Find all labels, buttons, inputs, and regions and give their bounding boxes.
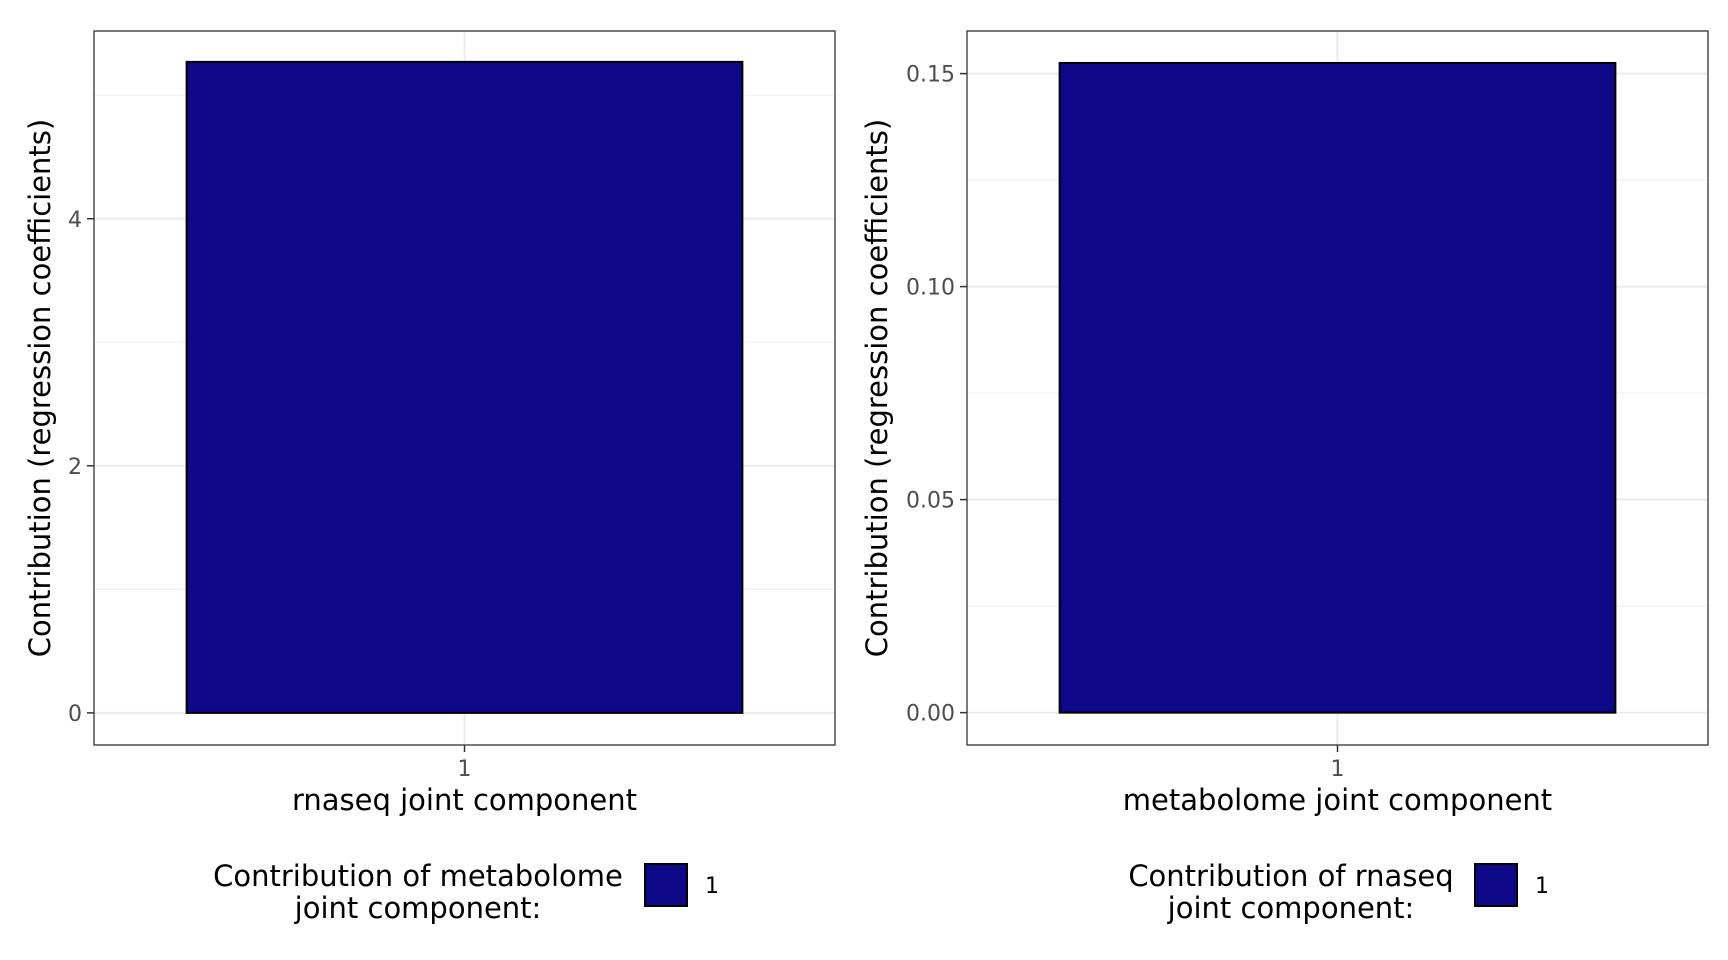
legend-swatch <box>1474 863 1518 907</box>
y-tick-label: 0.10 <box>906 276 955 301</box>
y-tick-label: 0 <box>68 702 82 727</box>
bar-1 <box>185 60 744 714</box>
y-axis-title: Contribution (regression coefficients) <box>860 119 894 657</box>
x-axis-title: rnaseq joint component <box>292 783 637 817</box>
legend-title-line-1: Contribution of rnaseq <box>1128 859 1453 893</box>
bar-1 <box>1058 61 1617 714</box>
legend-label: 1 <box>1535 874 1549 899</box>
x-axis-title: metabolome joint component <box>1123 783 1552 817</box>
legend-title-line-1: Contribution of metabolome <box>213 859 623 893</box>
y-tick-label: 2 <box>68 455 82 480</box>
y-tick-label: 0.00 <box>906 702 955 727</box>
y-tick-label: 0.05 <box>906 489 955 514</box>
y-axis-title: Contribution (regression coefficients) <box>23 119 57 657</box>
x-tick-label: 1 <box>458 757 472 782</box>
legend-title-line-2: joint component: <box>1167 891 1415 925</box>
legend-swatch <box>644 863 688 907</box>
legend-title-line-2: joint component: <box>294 891 542 925</box>
legend-label: 1 <box>705 874 719 899</box>
y-tick-label: 0.15 <box>906 63 955 88</box>
y-tick-label: 4 <box>68 208 82 233</box>
x-tick-label: 1 <box>1331 757 1345 782</box>
